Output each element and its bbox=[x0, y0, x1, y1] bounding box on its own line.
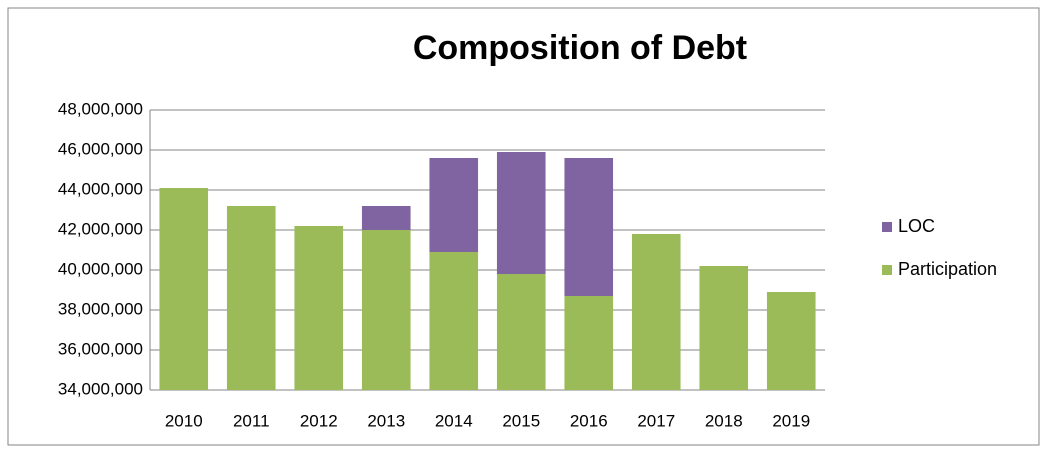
bar-segment bbox=[631, 234, 681, 390]
x-tick-label: 2014 bbox=[435, 411, 473, 430]
x-tick-label: 2019 bbox=[772, 411, 810, 430]
y-tick-label: 36,000,000 bbox=[58, 339, 143, 358]
bar-segment bbox=[294, 226, 344, 390]
x-tick-label: 2011 bbox=[233, 411, 270, 430]
x-tick-label: 2012 bbox=[300, 411, 338, 430]
bar-segment bbox=[226, 206, 276, 390]
legend-label: Participation bbox=[898, 259, 997, 279]
y-tick-label: 44,000,000 bbox=[58, 179, 143, 198]
y-tick-label: 34,000,000 bbox=[58, 379, 143, 398]
bar-segment bbox=[766, 292, 816, 390]
legend-swatch bbox=[882, 265, 892, 275]
bar-segment bbox=[361, 206, 411, 230]
chart-title: Composition of Debt bbox=[413, 29, 747, 67]
y-tick-label: 46,000,000 bbox=[58, 139, 143, 158]
x-tick-label: 2015 bbox=[502, 411, 540, 430]
x-tick-label: 2010 bbox=[165, 411, 203, 430]
legend-label: LOC bbox=[898, 216, 935, 236]
bar-segment bbox=[564, 158, 614, 296]
bar-segment bbox=[429, 252, 479, 390]
y-tick-label: 40,000,000 bbox=[58, 259, 143, 278]
legend-swatch bbox=[882, 222, 892, 232]
x-tick-label: 2017 bbox=[637, 411, 675, 430]
bar-segment bbox=[496, 152, 546, 274]
y-tick-label: 42,000,000 bbox=[58, 219, 143, 238]
x-tick-label: 2013 bbox=[367, 411, 405, 430]
x-tick-label: 2018 bbox=[705, 411, 743, 430]
bar-segment bbox=[429, 158, 479, 252]
x-tick-label: 2016 bbox=[570, 411, 608, 430]
y-tick-label: 48,000,000 bbox=[58, 99, 143, 118]
y-tick-label: 38,000,000 bbox=[58, 299, 143, 318]
bar-segment bbox=[361, 230, 411, 390]
bar-segment bbox=[564, 296, 614, 390]
bar-segment bbox=[699, 266, 749, 390]
bar-segment bbox=[159, 188, 209, 390]
bar-segment bbox=[496, 274, 546, 390]
